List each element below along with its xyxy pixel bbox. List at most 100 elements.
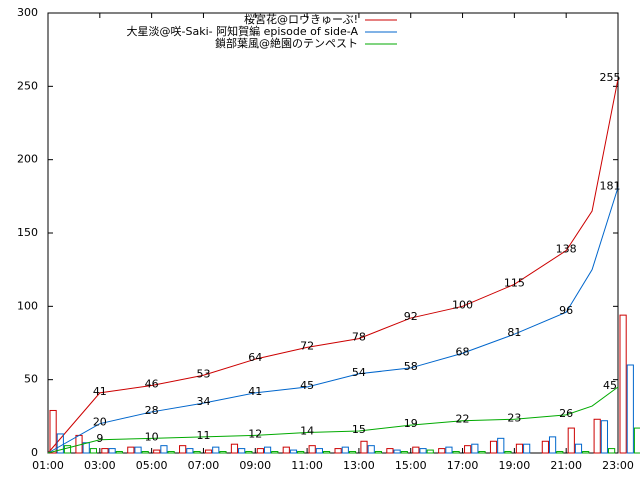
x-tick-label: 11:00 bbox=[291, 459, 323, 472]
bar bbox=[360, 440, 368, 454]
bar bbox=[115, 451, 123, 454]
x-tick-label: 01:00 bbox=[32, 459, 64, 472]
data-label: 53 bbox=[196, 367, 210, 380]
bar bbox=[308, 445, 316, 454]
data-label: 78 bbox=[352, 331, 366, 344]
legend-label: 大星淡@咲-Saki- 阿知賀編 episode of side-A bbox=[127, 24, 359, 38]
bar bbox=[374, 451, 383, 454]
bar bbox=[186, 448, 194, 454]
bar bbox=[334, 448, 342, 454]
bar bbox=[471, 443, 479, 454]
bar bbox=[89, 448, 98, 454]
bar bbox=[574, 443, 583, 454]
plot-frame bbox=[47, 12, 619, 454]
bar bbox=[49, 409, 57, 454]
bar bbox=[341, 446, 349, 454]
data-label: 11 bbox=[196, 429, 210, 442]
data-label: 28 bbox=[145, 404, 159, 417]
bar bbox=[160, 445, 168, 454]
bar bbox=[56, 433, 64, 454]
bar bbox=[256, 448, 264, 454]
bar bbox=[489, 440, 498, 454]
line-series bbox=[47, 78, 619, 454]
bar bbox=[452, 451, 460, 454]
bar bbox=[523, 443, 531, 454]
data-label: 14 bbox=[300, 424, 314, 437]
data-label: 255 bbox=[600, 71, 621, 84]
bar bbox=[438, 448, 446, 454]
bar bbox=[193, 451, 201, 454]
data-label: 23 bbox=[507, 411, 521, 424]
bar bbox=[515, 443, 524, 454]
legend-label: 桜宮花@ロウきゅーぶ! bbox=[244, 12, 358, 26]
line-series bbox=[47, 187, 619, 454]
data-label: 92 bbox=[404, 310, 418, 323]
x-tick-label: 03:00 bbox=[84, 459, 116, 472]
data-label: 181 bbox=[600, 180, 621, 193]
bar bbox=[167, 451, 175, 454]
bar bbox=[134, 446, 142, 454]
x-tick-label: 15:00 bbox=[395, 459, 427, 472]
bar bbox=[101, 448, 109, 454]
bar bbox=[230, 443, 239, 454]
bar bbox=[204, 449, 213, 454]
y-tick-label: 100 bbox=[17, 299, 38, 312]
x-tick-label: 05:00 bbox=[136, 459, 168, 472]
bar bbox=[212, 446, 220, 454]
bar bbox=[412, 446, 420, 454]
bar bbox=[582, 451, 590, 454]
bar bbox=[548, 436, 557, 454]
x-tick-label: 19:00 bbox=[499, 459, 531, 472]
data-label: 54 bbox=[352, 366, 366, 379]
bar bbox=[271, 451, 279, 454]
bar bbox=[426, 449, 434, 454]
x-tick-label: 21:00 bbox=[550, 459, 582, 472]
x-tick-label: 09:00 bbox=[239, 459, 271, 472]
data-label: 45 bbox=[603, 379, 617, 392]
bar bbox=[297, 451, 305, 454]
y-tick-label: 300 bbox=[17, 6, 38, 19]
bar bbox=[607, 448, 616, 454]
bar bbox=[141, 451, 149, 454]
bar bbox=[322, 451, 331, 454]
bar bbox=[386, 448, 394, 454]
data-label: 22 bbox=[456, 413, 470, 426]
x-tick-label: 13:00 bbox=[343, 459, 375, 472]
data-label: 138 bbox=[556, 243, 577, 256]
bar bbox=[238, 448, 246, 454]
data-label: 41 bbox=[248, 385, 262, 398]
bar bbox=[348, 451, 357, 454]
bar bbox=[367, 445, 375, 454]
y-tick-label: 200 bbox=[17, 153, 38, 166]
bar bbox=[82, 442, 90, 454]
data-label: 45 bbox=[300, 379, 314, 392]
y-tick-label: 150 bbox=[17, 226, 38, 239]
bar bbox=[556, 451, 564, 454]
bar bbox=[153, 449, 161, 454]
bar bbox=[497, 437, 505, 454]
bar bbox=[445, 446, 453, 454]
x-tick-label: 23:00 bbox=[602, 459, 634, 472]
data-label: 81 bbox=[507, 326, 521, 339]
bar bbox=[108, 448, 116, 454]
bar bbox=[619, 314, 627, 454]
bar bbox=[633, 427, 640, 454]
bar bbox=[179, 445, 187, 454]
data-label: 10 bbox=[145, 430, 159, 443]
legend-label: 鎖部葉風@絶園のテンペスト bbox=[215, 36, 358, 50]
data-label: 115 bbox=[504, 276, 525, 289]
data-label: 68 bbox=[456, 345, 470, 358]
data-label: 12 bbox=[248, 427, 262, 440]
bar bbox=[400, 451, 408, 454]
y-tick-label: 250 bbox=[17, 79, 38, 92]
line-series bbox=[47, 386, 619, 454]
bar bbox=[600, 420, 608, 454]
x-tick-label: 07:00 bbox=[188, 459, 220, 472]
data-label: 64 bbox=[248, 351, 262, 364]
bar bbox=[626, 364, 634, 454]
bar bbox=[289, 449, 298, 454]
data-label: 46 bbox=[145, 378, 159, 391]
bar bbox=[63, 445, 72, 454]
bar bbox=[464, 445, 472, 454]
